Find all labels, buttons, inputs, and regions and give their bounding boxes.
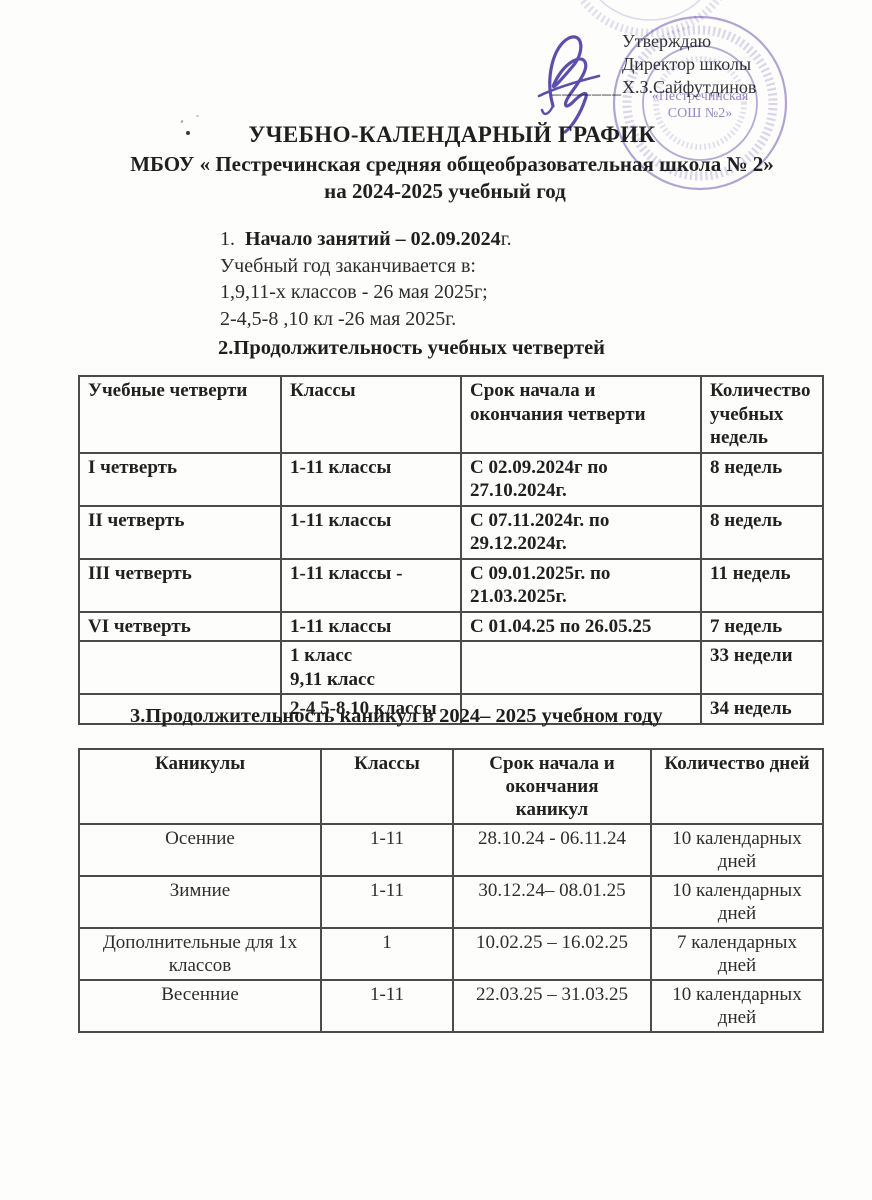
table-cell: 1-11 bbox=[320, 823, 454, 877]
table-cell: С 02.09.2024г по 27.10.2024г. bbox=[460, 451, 702, 507]
table-cell: 1-11 bbox=[320, 979, 454, 1033]
section3-heading: 3.Продолжительность каникул в 2024– 2025… bbox=[130, 705, 663, 727]
table-row: Весенние 1-11 22.03.25 – 31.03.25 10 кал… bbox=[78, 979, 824, 1033]
section2-heading: 2.Продолжительность учебных четвертей bbox=[218, 337, 605, 359]
table-cell: II четверть bbox=[78, 504, 282, 560]
table-cell: III четверть bbox=[78, 557, 282, 613]
table-cell: Дополнительные для 1х классов bbox=[78, 927, 322, 981]
start-date-line: 1. Начало занятий – 02.09.2024г. bbox=[220, 226, 512, 253]
table-row: III четверть 1-11 классы - С 09.01.2025г… bbox=[78, 557, 824, 613]
table-cell: 10.02.25 – 16.02.25 bbox=[452, 927, 652, 981]
approval-word: Утверждаю bbox=[622, 31, 712, 51]
table-cell: VI четверть bbox=[78, 610, 282, 642]
item-number: 1. bbox=[220, 228, 235, 250]
table-cell: 1-11 классы bbox=[280, 451, 462, 507]
stamp-text-line2: СОШ №2» bbox=[668, 106, 732, 121]
director-name: Х.З.Сайфутдинов bbox=[622, 77, 757, 97]
table-row: II четверть 1-11 классы С 07.11.2024г. п… bbox=[78, 504, 824, 560]
table-cell: 10 календарных дней bbox=[650, 823, 824, 877]
table-cell: 34 недель bbox=[700, 693, 824, 725]
year-end-grades-1-9-11: 1,9,11-х классов - 26 мая 2025г; bbox=[220, 281, 488, 303]
start-date-suffix: г. bbox=[500, 228, 512, 250]
table-cell: 2-4 5-8,10 классы bbox=[280, 693, 462, 725]
table-cell: Зимние bbox=[78, 875, 322, 929]
column-header: Срок начала и окончания четверти bbox=[460, 375, 702, 454]
table-cell: 8 недель bbox=[700, 451, 824, 507]
table-cell: 1-11 классы bbox=[280, 610, 462, 642]
year-end-intro: Учебный год заканчивается в: bbox=[220, 254, 476, 277]
table-cell: 1-11 классы - bbox=[280, 557, 462, 613]
quarters-table: Учебные четверти Классы Срок начала и ок… bbox=[78, 375, 824, 725]
table-cell: 1-11 классы bbox=[280, 504, 462, 560]
table-cell: 33 недели bbox=[700, 640, 824, 695]
table-cell: 1 класс 9,11 класс bbox=[280, 640, 462, 695]
table-cell: 30.12.24– 08.01.25 bbox=[452, 875, 652, 929]
table-header-row: Учебные четверти Классы Срок начала и ок… bbox=[78, 375, 824, 454]
table-cell: I четверть bbox=[78, 451, 282, 507]
table-cell bbox=[460, 640, 702, 695]
table-cell: С 01.04.25 по 26.05.25 bbox=[460, 610, 702, 642]
document-title-block: УЧЕБНО-КАЛЕНДАРНЫЙ ГРАФИК МБОУ « Пестреч… bbox=[80, 120, 810, 205]
table-cell: 7 недель bbox=[700, 610, 824, 642]
table-cell bbox=[460, 693, 702, 725]
table-cell: 28.10.24 - 06.11.24 bbox=[452, 823, 652, 877]
column-header: Количество учебных недель bbox=[700, 375, 824, 454]
approval-position: Директор школы bbox=[622, 54, 752, 74]
table-cell: С 09.01.2025г. по 21.03.2025г. bbox=[460, 557, 702, 613]
table-cell: 1 bbox=[320, 927, 454, 981]
scan-speck bbox=[196, 115, 199, 117]
column-header: Каникулы bbox=[78, 748, 322, 825]
table-cell: 1-11 bbox=[320, 875, 454, 929]
approval-signature-line: _______Х.З.Сайфутдинов bbox=[552, 76, 832, 99]
table-row: Осенние 1-11 28.10.24 - 06.11.24 10 кале… bbox=[78, 823, 824, 877]
column-header: Срок начала и окончания каникул bbox=[452, 748, 652, 825]
column-header: Классы bbox=[280, 375, 462, 454]
start-date-bold: Начало занятий – 02.09.2024 bbox=[245, 228, 501, 250]
table-cell: 22.03.25 – 31.03.25 bbox=[452, 979, 652, 1033]
table-row: VI четверть 1-11 классы С 01.04.25 по 26… bbox=[78, 610, 824, 642]
page-title: УЧЕБНО-КАЛЕНДАРНЫЙ ГРАФИК bbox=[248, 122, 656, 147]
table-cell bbox=[78, 640, 282, 695]
table-cell: 10 календарных дней bbox=[650, 979, 824, 1033]
section-start-of-classes: 1. Начало занятий – 02.09.2024г. Учебный… bbox=[220, 226, 512, 332]
table-row: Дополнительные для 1х классов 1 10.02.25… bbox=[78, 927, 824, 981]
table-cell: С 07.11.2024г. по 29.12.2024г. bbox=[460, 504, 702, 560]
school-name: МБОУ « Пестречинская средняя общеобразов… bbox=[130, 152, 774, 176]
year-end-other-grades: 2-4,5-8 ,10 кл -26 мая 2025г. bbox=[220, 307, 457, 330]
table-row: 2-4 5-8,10 классы 34 недель bbox=[78, 693, 824, 725]
column-header: Классы bbox=[320, 748, 454, 825]
table-row: I четверть 1-11 классы С 02.09.2024г по … bbox=[78, 451, 824, 507]
school-year: на 2024-2025 учебный год bbox=[324, 179, 566, 203]
signature-underline: _______ bbox=[552, 77, 622, 97]
table-row: Зимние 1-11 30.12.24– 08.01.25 10 календ… bbox=[78, 875, 824, 929]
holidays-table: Каникулы Классы Срок начала и окончания … bbox=[78, 748, 824, 1033]
column-header: Учебные четверти bbox=[78, 375, 282, 454]
table-cell: 7 календарных дней bbox=[650, 927, 824, 981]
approval-block: Утверждаю Директор школы _______Х.З.Сайф… bbox=[552, 30, 832, 99]
table-header-row: Каникулы Классы Срок начала и окончания … bbox=[78, 748, 824, 825]
table-cell: 8 недель bbox=[700, 504, 824, 560]
table-cell: 10 календарных дней bbox=[650, 875, 824, 929]
table-cell: Осенние bbox=[78, 823, 322, 877]
scan-speck bbox=[186, 131, 190, 135]
column-header: Количество дней bbox=[650, 748, 824, 825]
table-cell bbox=[78, 693, 282, 725]
table-cell: 11 недель bbox=[700, 557, 824, 613]
table-row: 1 класс 9,11 класс 33 недели bbox=[78, 640, 824, 695]
table-cell: Весенние bbox=[78, 979, 322, 1033]
